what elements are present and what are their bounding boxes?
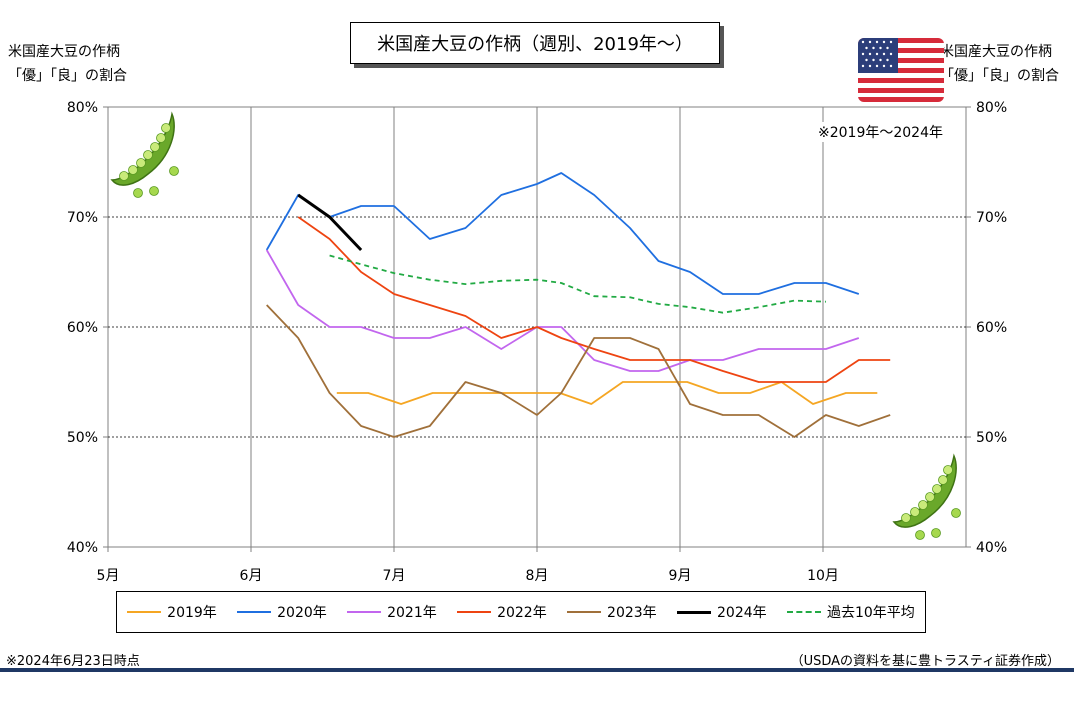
left-axis-label-line-1: 米国産大豆の作柄 [8,44,120,60]
y-tick-label-right: 80% [976,100,1007,116]
y-tick-label-right: 40% [976,540,1007,556]
legend-swatch [127,611,162,613]
right-axis-label: 米国産大豆の作柄 「優」「良」の割合 [940,40,1059,88]
y-tick-label-right: 70% [976,210,1007,226]
pea-pod-icon [888,450,968,549]
year-range-note: ※2019年～2024年 [816,122,945,142]
y-tick-label-left: 80% [67,100,98,116]
legend-label: 過去10年平均 [826,605,915,621]
legend-label: 2023年 [607,605,657,621]
y-tick-label-left: 50% [67,430,98,446]
left-axis-label-line-2: 「優」「良」の割合 [8,68,127,84]
footer-divider [0,668,1074,672]
series-line-1 [265,172,860,295]
legend-swatch [237,611,272,613]
as-of-date-note: ※2024年6月23日時点 [6,654,140,669]
series-line-4 [266,304,891,438]
legend-item-2022: 2022年 [457,602,547,622]
x-tick-label: 9月 [669,568,692,584]
legend-item-2021: 2021年 [347,602,437,622]
series-line-5 [297,193,363,252]
series-line-0 [336,381,878,405]
chart-legend: 2019年 2020年 2021年 2022年 2023年 2024年 過去10… [116,591,926,633]
legend-swatch [457,611,492,613]
x-tick-label: 7月 [383,568,406,584]
legend-swatch [677,610,711,614]
left-axis-label: 米国産大豆の作柄 「優」「良」の割合 [8,40,127,88]
legend-swatch [347,611,382,613]
source-note: （USDAの資料を基に豊トラスティ証券作成） [790,654,1060,669]
y-tick-label-left: 40% [67,540,98,556]
legend-item-2020: 2020年 [237,602,327,622]
legend-swatch [567,611,602,613]
legend-label: 2020年 [277,605,327,621]
chart-title-text: 米国産大豆の作柄（週別、2019年～） [377,34,693,55]
right-axis-label-line-1: 米国産大豆の作柄 [940,44,1052,60]
series-line-2 [265,249,860,372]
data-series [265,172,891,438]
legend-item-10yr-average: 過去10年平均 [786,602,915,622]
legend-label: 2024年 [717,605,767,621]
chart-title: 米国産大豆の作柄（週別、2019年～） [350,22,720,64]
pea-pod-icon [106,108,186,207]
x-tick-label: 10月 [807,568,839,584]
y-tick-label-right: 50% [976,430,1007,446]
legend-item-2024: 2024年 [677,602,767,622]
right-axis-label-line-2: 「優」「良」の割合 [940,68,1059,84]
series-line-6 [329,254,826,314]
legend-label: 2021年 [387,605,437,621]
x-tick-label: 6月 [240,568,263,584]
y-tick-label-left: 60% [67,320,98,336]
legend-item-2023: 2023年 [567,602,657,622]
x-tick-label: 5月 [97,568,120,584]
legend-label: 2019年 [167,605,217,621]
legend-label: 2022年 [497,605,547,621]
x-tick-label: 8月 [526,568,549,584]
axes: 40% 40% 50% 50% 60% 60% 70% 70% 80% 80% 5月 6月 7月 8月 9月… [67,100,1007,584]
legend-item-2019: 2019年 [127,602,217,622]
series-line-3 [297,216,891,383]
legend-swatch [786,611,821,613]
y-tick-label-right: 60% [976,320,1007,336]
us-flag-icon [858,38,944,102]
y-tick-label-left: 70% [67,210,98,226]
